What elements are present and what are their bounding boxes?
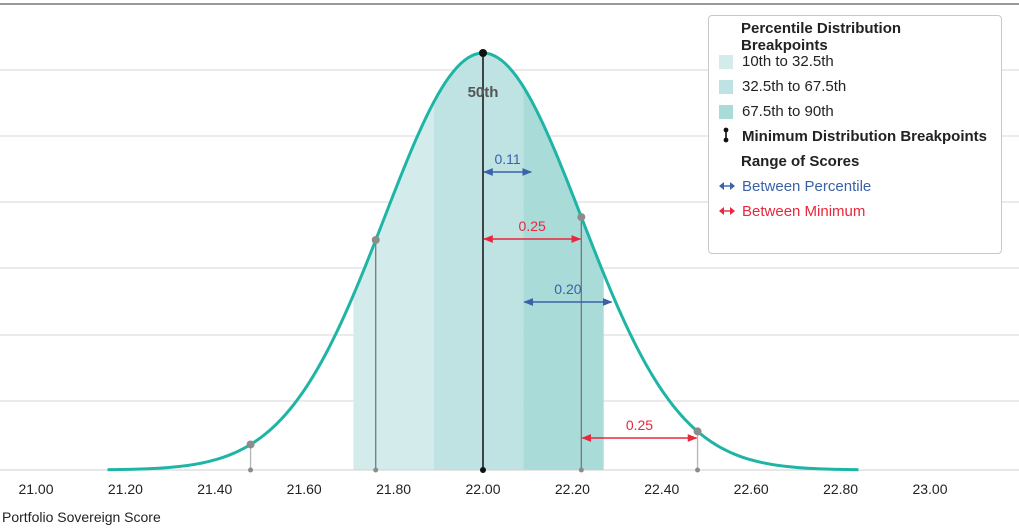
minimum-breakpoint-point-3 bbox=[577, 213, 586, 222]
breakpoint-points bbox=[246, 49, 702, 473]
legend-swatch-band-1 bbox=[719, 54, 733, 69]
legend-range-title: Range of Scores bbox=[741, 153, 860, 170]
x-tick-label-5: 21.80 bbox=[376, 481, 411, 497]
legend-item-band-3: 67.5th to 90th bbox=[719, 99, 991, 124]
percentile-band-1 bbox=[353, 102, 434, 470]
minimum-breakpoint-point-4 bbox=[693, 427, 702, 436]
legend-item-minimum: Minimum Distribution Breakpoints bbox=[719, 124, 991, 149]
minimum-breakpoint-base-point-2 bbox=[373, 467, 379, 473]
x-tick-label-10: 22.80 bbox=[823, 481, 858, 497]
percentile-band-3 bbox=[523, 86, 604, 470]
median-base-point bbox=[480, 467, 486, 473]
legend-title: Percentile Distribution Breakpoints bbox=[741, 19, 902, 54]
x-tick-label-6: 22.00 bbox=[465, 481, 500, 497]
percentile-range-2-label: 0.20 bbox=[554, 281, 581, 297]
minimum-breakpoint-base-point-3 bbox=[578, 467, 584, 473]
x-tick-label-7: 22.20 bbox=[555, 481, 590, 497]
legend-item-band-1: 10th to 32.5th bbox=[719, 49, 991, 74]
legend-item-between-percentile: Between Percentile bbox=[719, 174, 991, 199]
percentile-range-1-label: 0.11 bbox=[494, 151, 520, 167]
legend-label-band-2: 32.5th to 67.5th bbox=[742, 78, 847, 95]
range-annotations: 50th 0.11 0.20 0.25 0.25 bbox=[468, 84, 698, 442]
legend-label-band-3: 67.5th to 90th bbox=[742, 103, 834, 120]
minimum-breakpoint-point-1 bbox=[246, 440, 255, 449]
legend-swatch-band-2 bbox=[719, 79, 733, 94]
percentile-bands bbox=[353, 53, 604, 471]
legend-label-band-1: 10th to 32.5th bbox=[742, 53, 834, 70]
legend-item-band-2: 32.5th to 67.5th bbox=[719, 74, 991, 99]
dumbbell-icon bbox=[719, 127, 733, 147]
legend-label-between-percentile: Between Percentile bbox=[742, 178, 872, 195]
x-tick-label-9: 22.60 bbox=[734, 481, 769, 497]
legend-label-between-minimum: Between Minimum bbox=[742, 203, 866, 220]
percentile-band-2 bbox=[433, 53, 524, 471]
x-tick-label-4: 21.60 bbox=[287, 481, 322, 497]
x-axis: 21.00 21.20 21.40 21.60 21.80 22.00 22.20 22.40… bbox=[18, 481, 947, 497]
median-top-point bbox=[479, 49, 487, 57]
x-tick-label-1: 21.00 bbox=[18, 481, 53, 497]
double-arrow-red-icon bbox=[719, 203, 735, 220]
x-axis-title: Portfolio Sovereign Score bbox=[2, 509, 161, 525]
legend-swatch-band-3 bbox=[719, 104, 733, 119]
legend-item-between-minimum: Between Minimum bbox=[719, 199, 991, 224]
legend-label-minimum: Minimum Distribution Breakpoints bbox=[742, 128, 988, 145]
minimum-range-1-label: 0.25 bbox=[519, 218, 546, 234]
minimum-breakpoint-base-point-1 bbox=[248, 467, 254, 473]
double-arrow-blue-icon bbox=[719, 178, 735, 195]
minimum-breakpoint-point-2 bbox=[371, 236, 380, 245]
x-tick-label-8: 22.40 bbox=[644, 481, 679, 497]
median-label: 50th bbox=[468, 84, 499, 101]
x-tick-label-2: 21.20 bbox=[108, 481, 143, 497]
breakpoint-lines bbox=[0, 53, 1019, 471]
minimum-range-2-label: 0.25 bbox=[626, 417, 653, 433]
x-tick-label-3: 21.40 bbox=[197, 481, 232, 497]
x-tick-label-11: 23.00 bbox=[912, 481, 947, 497]
minimum-breakpoint-base-point-4 bbox=[695, 467, 701, 473]
legend: Percentile Distribution Breakpoints 10th… bbox=[708, 15, 1002, 254]
